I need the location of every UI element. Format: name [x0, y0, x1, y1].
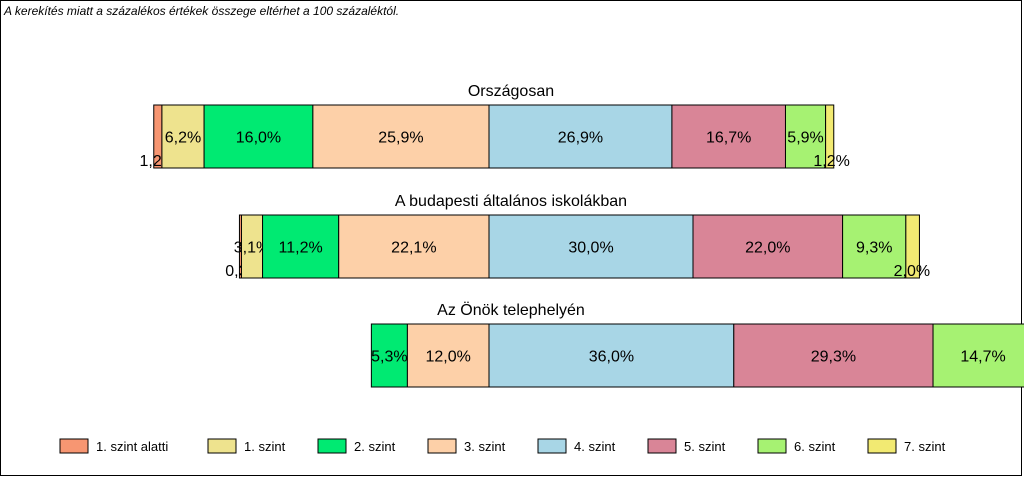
bar-row2-seg7	[842, 214, 907, 279]
bar-row3-seg7	[932, 323, 1024, 388]
legend-swatch-1	[59, 438, 89, 454]
legend-swatch-8	[867, 438, 897, 454]
data-label-row1-seg8: 1,2%	[813, 153, 849, 170]
bar-row2-seg6	[692, 214, 844, 279]
legend-label-8: 7. szint	[904, 439, 946, 454]
data-label-row3-seg4: 12,0%	[426, 349, 471, 366]
legend-swatch-4	[427, 438, 457, 454]
bar-row3-seg5	[488, 323, 735, 388]
bar-row1-seg3	[203, 104, 314, 169]
data-label-row2-seg7: 9,3%	[856, 240, 892, 257]
data-label-row3-seg5: 36,0%	[589, 349, 634, 366]
data-label-row2-seg3: 11,2%	[279, 240, 323, 257]
legend-label-3: 2. szint	[354, 439, 396, 454]
data-label-row2-seg5: 30,0%	[568, 240, 613, 257]
data-label-row2-seg4: 22,1%	[391, 240, 436, 257]
row-title-2: A budapesti általános iskolákban	[395, 193, 627, 210]
data-label-row1-seg6: 16,7%	[706, 130, 751, 147]
bar-row2-seg5	[488, 214, 694, 279]
legend-label-1: 1. szint alatti	[96, 439, 168, 454]
data-label-row1-seg5: 26,9%	[558, 130, 603, 147]
bar-row1-seg6	[671, 104, 786, 169]
bar-row1-seg8	[825, 104, 835, 169]
data-label-row1-seg2: 6,2%	[165, 130, 201, 147]
bar-row1-seg7	[784, 104, 827, 169]
bar-row1-seg4	[312, 104, 490, 169]
legend-swatch-6	[647, 438, 677, 454]
data-label-row2-seg2: 3,1%	[234, 240, 270, 257]
row-title-1: Országosan	[468, 83, 554, 100]
legend-label-2: 1. szint	[244, 439, 286, 454]
data-label-row2-seg8: 2,0%	[894, 263, 930, 280]
legend-swatch-5	[537, 438, 567, 454]
legend-label-6: 5. szint	[684, 439, 726, 454]
legend-label-4: 3. szint	[464, 439, 506, 454]
legend-label-7: 6. szint	[794, 439, 836, 454]
data-label-row2-seg6: 22,0%	[745, 240, 790, 257]
data-label-row3-seg6: 29,3%	[811, 349, 856, 366]
bar-row3-seg6	[733, 323, 934, 388]
legend-swatch-3	[317, 438, 347, 454]
legend-label-5: 4. szint	[574, 439, 616, 454]
bar-row2-seg4	[338, 214, 490, 279]
data-label-row1-seg7: 5,9%	[787, 130, 823, 147]
data-label-row3-seg7: 14,7%	[960, 349, 1005, 366]
bar-row2-seg3	[262, 214, 340, 279]
data-label-row1-seg3: 16,0%	[236, 130, 281, 147]
bar-row2-seg8	[905, 214, 920, 279]
legend-swatch-2	[207, 438, 237, 454]
row-title-3: Az Önök telephelyén	[437, 301, 585, 319]
bar-row1-seg2	[161, 104, 205, 169]
data-label-row3-seg3: 5,3%	[371, 349, 407, 366]
rounding-note: A kerekítés miatt a százalékos értékek ö…	[4, 4, 400, 18]
legend-swatch-7	[757, 438, 787, 454]
data-label-row1-seg4: 25,9%	[378, 130, 423, 147]
